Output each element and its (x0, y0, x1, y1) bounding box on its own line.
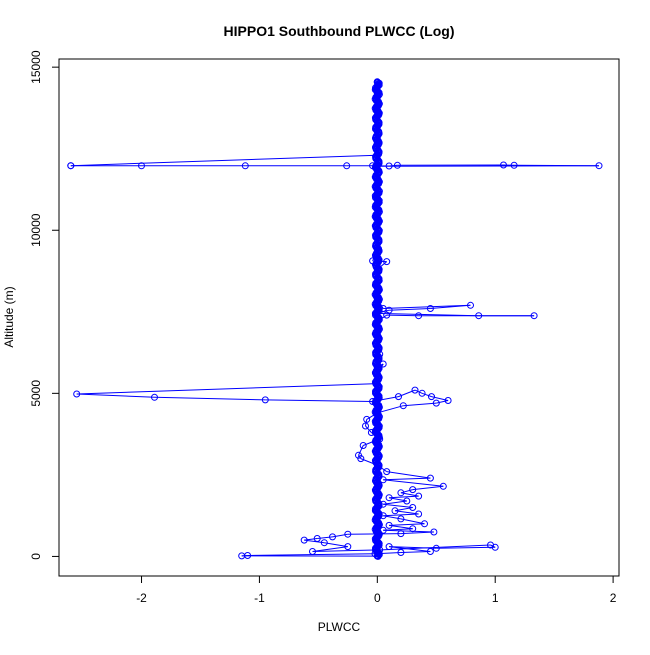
y-tick-label: 15000 (29, 50, 43, 84)
series-segment (383, 480, 443, 487)
series-segment (383, 478, 430, 480)
chart-title: HIPPO1 Southbound PLWCC (Log) (224, 23, 455, 39)
series-segment (387, 472, 431, 479)
x-axis: -2 -1 0 1 2 (136, 576, 617, 605)
series-segment (377, 166, 599, 167)
series-segment (155, 397, 266, 400)
series-segment (387, 315, 419, 316)
series-lines (71, 82, 599, 557)
series-segment (401, 519, 425, 524)
series-segment (265, 400, 372, 402)
series-segment (389, 525, 413, 528)
series-segment (389, 496, 419, 498)
x-tick-label: 0 (374, 591, 381, 605)
series-segment (413, 486, 444, 489)
y-tick-label: 0 (29, 553, 43, 560)
plot-frame (59, 59, 619, 576)
x-tick-label: 2 (610, 591, 617, 605)
series-points (68, 79, 602, 560)
series-segment (389, 524, 424, 526)
series-segment (403, 403, 436, 406)
series-segment (383, 530, 434, 532)
y-axis-label: Altitude (m) (2, 286, 16, 347)
x-tick-label: -2 (136, 591, 147, 605)
series-segment (401, 552, 431, 553)
y-axis: 0 5000 10000 15000 (29, 50, 59, 560)
y-tick-label: 10000 (29, 213, 43, 247)
x-tick-label: 1 (492, 591, 499, 605)
series-segment (383, 501, 407, 504)
series-segment (383, 305, 470, 308)
series-segment (71, 155, 378, 166)
series-segment (77, 394, 155, 397)
x-axis-label: PLWCC (318, 620, 361, 634)
series-segment (389, 309, 430, 311)
y-tick-label: 5000 (29, 380, 43, 407)
series-segment (401, 532, 434, 534)
series-segment (395, 511, 419, 514)
series-segment (324, 543, 348, 547)
series-segment (77, 384, 378, 394)
series-segment (383, 504, 413, 507)
x-tick-label: -1 (254, 591, 265, 605)
